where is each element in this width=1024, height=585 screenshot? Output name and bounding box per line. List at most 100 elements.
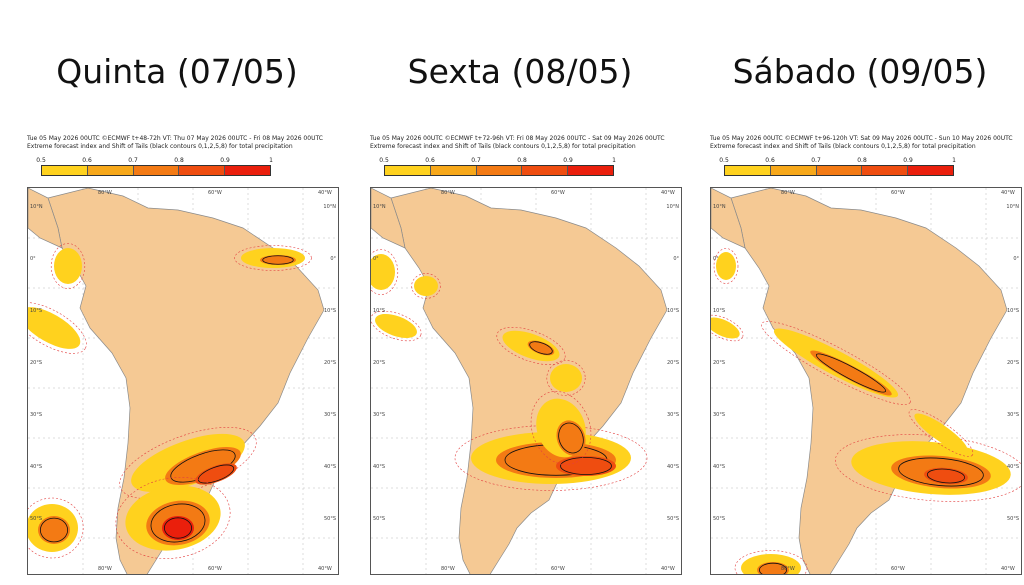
efi-anomaly-area (375, 313, 417, 339)
colorbar-labels: 0.5 0.6 0.7 0.8 0.9 1 (36, 157, 273, 165)
shift-of-tails-contour (560, 457, 612, 475)
latitude-label-right: 10°S (666, 308, 679, 314)
latitude-label: 50°S (30, 516, 43, 522)
latitude-label-right: 40°S (666, 464, 679, 470)
colorbar-label: 0.5 (36, 157, 46, 164)
latitude-label: 50°S (713, 516, 726, 522)
continent-landmass (390, 188, 668, 574)
latitude-label: 0° (373, 256, 379, 262)
efi-anomaly-area (165, 447, 241, 485)
colorbar-label: 0.8 (857, 157, 867, 164)
shift-of-tails-contour (898, 457, 984, 487)
latitude-label-right: 20°S (323, 360, 336, 366)
colorbar-label: 0.6 (82, 157, 92, 164)
shift-of-tails-contour (150, 503, 206, 543)
map-svg (28, 188, 338, 574)
colorbar-segment (862, 166, 909, 175)
colorbar-segment (908, 166, 953, 175)
colorbar-segment (770, 166, 817, 175)
colorbar-label: 0.9 (563, 157, 573, 164)
longitude-label: 80°W (98, 190, 112, 196)
longitude-label-bottom: 60°W (208, 566, 222, 572)
efi-threshold-contour (371, 310, 422, 342)
efi-threshold-contour (371, 249, 399, 295)
colorbar-segment (87, 166, 134, 175)
latitude-label: 40°S (30, 464, 43, 470)
colorbar-segment (42, 166, 88, 175)
colorbar-label: 1 (952, 157, 956, 164)
efi-anomaly-area (38, 516, 70, 544)
latitude-label: 40°S (713, 464, 726, 470)
latitude-label-right: 10°N (666, 204, 679, 210)
latitude-label-right: 40°S (323, 464, 336, 470)
latitude-label-right: 50°S (666, 516, 679, 522)
latitude-label-right: 10°S (1006, 308, 1019, 314)
efi-threshold-contour (411, 273, 441, 299)
shift-of-tails-contour (39, 517, 69, 543)
latitude-label-right: 50°S (323, 516, 336, 522)
shift-of-tails-contour (529, 341, 553, 355)
latitude-label: 10°S (713, 308, 726, 314)
colorbar-label: 0.6 (765, 157, 775, 164)
efi-threshold-contour (734, 550, 808, 574)
efi-threshold-contour (711, 314, 744, 342)
colorbar-label: 0.8 (517, 157, 527, 164)
colorbar-segment (476, 166, 523, 175)
colorbar-segment (179, 166, 226, 175)
latitude-label-right: 10°N (1006, 204, 1019, 210)
colorbar-label: 0.7 (811, 157, 821, 164)
latitude-label: 10°S (30, 308, 43, 314)
colorbar-label: 0.6 (425, 157, 435, 164)
colorbar-label: 0.5 (719, 157, 729, 164)
colorbar-label: 0.7 (128, 157, 138, 164)
shift-of-tails-contour (759, 562, 787, 574)
central-america-landmass (711, 188, 746, 249)
colorbar-label: 0.7 (471, 157, 481, 164)
efi-anomaly-area (716, 252, 736, 280)
latitude-label-right: 20°S (1006, 360, 1019, 366)
efi-threshold-contour (28, 302, 87, 354)
panel-header-line1: Tue 05 May 2026 00UTC ©ECMWF t+96-120h V… (710, 135, 1013, 142)
longitude-label-bottom: 80°W (781, 566, 795, 572)
day-title-thursday: Quinta (07/05) (56, 52, 298, 91)
longitude-label-bottom: 60°W (551, 566, 565, 572)
colorbar-segment (725, 166, 771, 175)
longitude-label: 60°W (551, 190, 565, 196)
longitude-label-bottom: 40°W (661, 566, 675, 572)
colorbar (41, 165, 271, 176)
efi-anomaly-area (527, 340, 555, 356)
latitude-label: 40°S (373, 464, 386, 470)
latitude-label: 20°S (373, 360, 386, 366)
latitude-label-right: 30°S (1006, 412, 1019, 418)
map-svg (711, 188, 1021, 574)
latitude-label: 30°S (713, 412, 726, 418)
latitude-label-right: 30°S (666, 412, 679, 418)
colorbar-label: 1 (612, 157, 616, 164)
efi-anomaly-area (711, 317, 740, 339)
efi-threshold-contour (908, 409, 974, 457)
map-svg (371, 188, 681, 574)
longitude-label-bottom: 40°W (1001, 566, 1015, 572)
longitude-label: 60°W (891, 190, 905, 196)
latitude-label-right: 10°N (323, 204, 336, 210)
longitude-label: 80°W (781, 190, 795, 196)
efi-threshold-contour (761, 321, 911, 405)
colorbar-segment (133, 166, 180, 175)
colorbar-segment (522, 166, 569, 175)
map-plot: 10°N 10°N 0° 0° 10°S 10°S 20°S 20°S 30°S 30°S 40°S… (370, 187, 682, 575)
panel-header-line2: Extreme forecast index and Shift of Tail… (370, 143, 636, 150)
shift-of-tails-contour (815, 353, 887, 393)
efi-anomaly-area (195, 463, 237, 485)
colorbar-segment (225, 166, 270, 175)
efi-anomaly-area (556, 456, 616, 476)
panel-header-line2: Extreme forecast index and Shift of Tail… (710, 143, 976, 150)
map-plot: 10°N 10°N 0° 0° 10°S 10°S 20°S 20°S 30°S 30°S 40°S… (710, 187, 1022, 575)
efi-anomaly-area (810, 350, 892, 396)
colorbar-label: 0.5 (379, 157, 389, 164)
colorbar-labels: 0.5 0.6 0.7 0.8 0.9 1 (719, 157, 956, 165)
longitude-label-bottom: 80°W (98, 566, 112, 572)
colorbar-segment (385, 166, 431, 175)
latitude-label: 10°N (30, 204, 43, 210)
latitude-label-right: 40°S (1006, 464, 1019, 470)
colorbar-label: 0.9 (903, 157, 913, 164)
